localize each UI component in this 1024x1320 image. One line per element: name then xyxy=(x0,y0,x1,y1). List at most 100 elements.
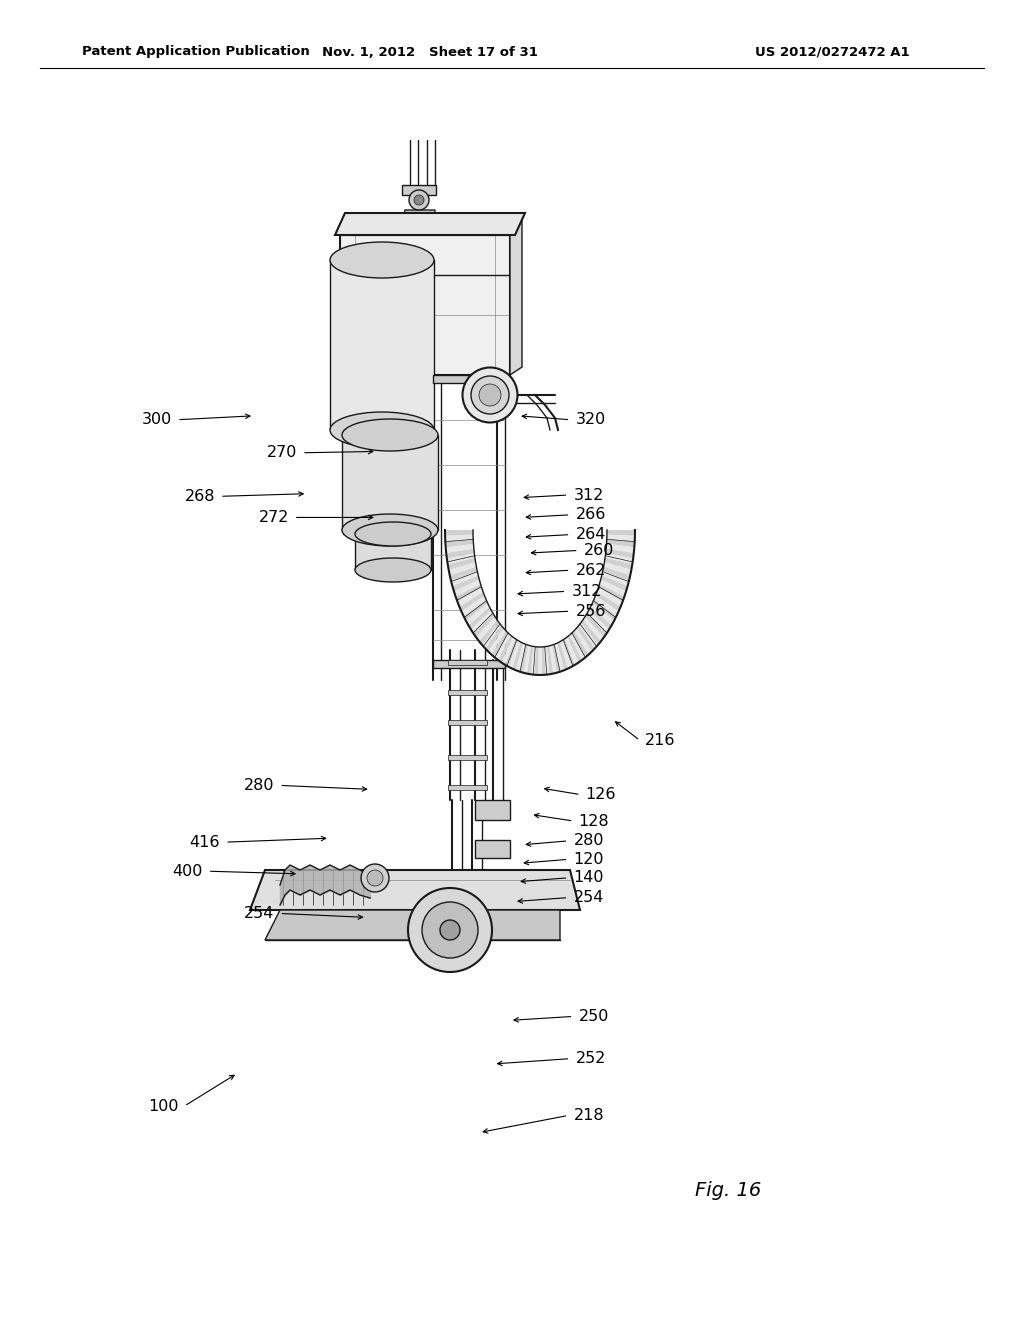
Ellipse shape xyxy=(471,376,509,414)
Polygon shape xyxy=(450,566,477,581)
Text: 270: 270 xyxy=(266,445,297,461)
Polygon shape xyxy=(585,614,606,638)
Circle shape xyxy=(422,902,478,958)
Polygon shape xyxy=(526,645,534,675)
Polygon shape xyxy=(530,647,536,675)
Ellipse shape xyxy=(355,558,431,582)
Circle shape xyxy=(414,195,424,205)
Polygon shape xyxy=(479,620,499,645)
Ellipse shape xyxy=(342,513,438,546)
Ellipse shape xyxy=(342,418,438,451)
Polygon shape xyxy=(462,595,486,616)
Polygon shape xyxy=(587,610,609,634)
Polygon shape xyxy=(607,531,635,536)
Text: 120: 120 xyxy=(573,851,604,867)
Polygon shape xyxy=(446,549,474,558)
Polygon shape xyxy=(475,840,510,858)
Polygon shape xyxy=(589,607,611,630)
Polygon shape xyxy=(547,645,553,675)
Text: 216: 216 xyxy=(645,733,676,748)
Circle shape xyxy=(440,920,460,940)
Polygon shape xyxy=(557,642,568,671)
Text: 280: 280 xyxy=(244,777,274,793)
Polygon shape xyxy=(597,587,623,607)
Polygon shape xyxy=(607,535,635,541)
Ellipse shape xyxy=(479,384,501,407)
Ellipse shape xyxy=(463,367,517,422)
Polygon shape xyxy=(449,785,487,789)
Polygon shape xyxy=(446,553,475,564)
Polygon shape xyxy=(453,576,479,591)
Polygon shape xyxy=(464,599,487,620)
Polygon shape xyxy=(569,632,586,660)
Text: Fig. 16: Fig. 16 xyxy=(695,1180,761,1200)
Text: 128: 128 xyxy=(579,813,609,829)
Polygon shape xyxy=(449,562,476,576)
Polygon shape xyxy=(451,572,478,586)
Text: Patent Application Publication: Patent Application Publication xyxy=(82,45,309,58)
Polygon shape xyxy=(449,719,487,725)
Polygon shape xyxy=(475,800,510,820)
Ellipse shape xyxy=(367,870,383,886)
Polygon shape xyxy=(502,638,515,665)
Polygon shape xyxy=(492,631,508,657)
Polygon shape xyxy=(603,562,632,576)
Polygon shape xyxy=(445,535,473,541)
Polygon shape xyxy=(498,635,513,663)
Text: 254: 254 xyxy=(573,890,604,906)
Polygon shape xyxy=(594,595,618,616)
Polygon shape xyxy=(456,583,481,602)
Polygon shape xyxy=(449,660,487,665)
Circle shape xyxy=(409,190,429,210)
Polygon shape xyxy=(471,610,494,634)
Polygon shape xyxy=(605,553,633,564)
Polygon shape xyxy=(505,639,518,667)
Polygon shape xyxy=(516,643,525,672)
Text: 126: 126 xyxy=(586,787,616,803)
Text: US 2012/0272472 A1: US 2012/0272472 A1 xyxy=(755,45,909,58)
Polygon shape xyxy=(355,535,431,570)
Text: 416: 416 xyxy=(189,834,220,850)
Polygon shape xyxy=(449,690,487,696)
Polygon shape xyxy=(495,632,510,660)
Text: 264: 264 xyxy=(575,527,606,543)
Polygon shape xyxy=(458,587,483,607)
Text: 254: 254 xyxy=(244,906,274,921)
Polygon shape xyxy=(482,623,502,648)
Polygon shape xyxy=(460,591,484,611)
Text: 320: 320 xyxy=(575,412,606,428)
Polygon shape xyxy=(549,645,557,673)
Polygon shape xyxy=(605,549,634,558)
Polygon shape xyxy=(335,213,525,235)
Polygon shape xyxy=(485,626,504,652)
Polygon shape xyxy=(538,647,542,675)
Text: 312: 312 xyxy=(571,583,602,599)
Polygon shape xyxy=(473,614,495,638)
Ellipse shape xyxy=(355,521,431,546)
Polygon shape xyxy=(572,631,589,657)
Text: Nov. 1, 2012   Sheet 17 of 31: Nov. 1, 2012 Sheet 17 of 31 xyxy=(323,45,538,58)
Polygon shape xyxy=(603,566,630,581)
Text: 100: 100 xyxy=(148,1098,179,1114)
Polygon shape xyxy=(592,599,616,620)
Polygon shape xyxy=(564,638,579,665)
Circle shape xyxy=(408,888,492,972)
Polygon shape xyxy=(581,620,601,645)
Polygon shape xyxy=(598,583,625,602)
Polygon shape xyxy=(555,643,564,672)
Ellipse shape xyxy=(330,242,434,279)
Text: 262: 262 xyxy=(575,562,606,578)
Polygon shape xyxy=(330,260,434,430)
Polygon shape xyxy=(606,544,634,553)
Text: 312: 312 xyxy=(573,487,604,503)
Polygon shape xyxy=(574,628,592,655)
Polygon shape xyxy=(433,660,505,668)
Polygon shape xyxy=(476,616,497,642)
Text: 260: 260 xyxy=(584,543,614,558)
Polygon shape xyxy=(449,755,487,760)
Polygon shape xyxy=(577,626,595,652)
Polygon shape xyxy=(591,603,614,626)
Polygon shape xyxy=(445,544,474,553)
Polygon shape xyxy=(466,603,489,626)
Polygon shape xyxy=(562,639,575,667)
